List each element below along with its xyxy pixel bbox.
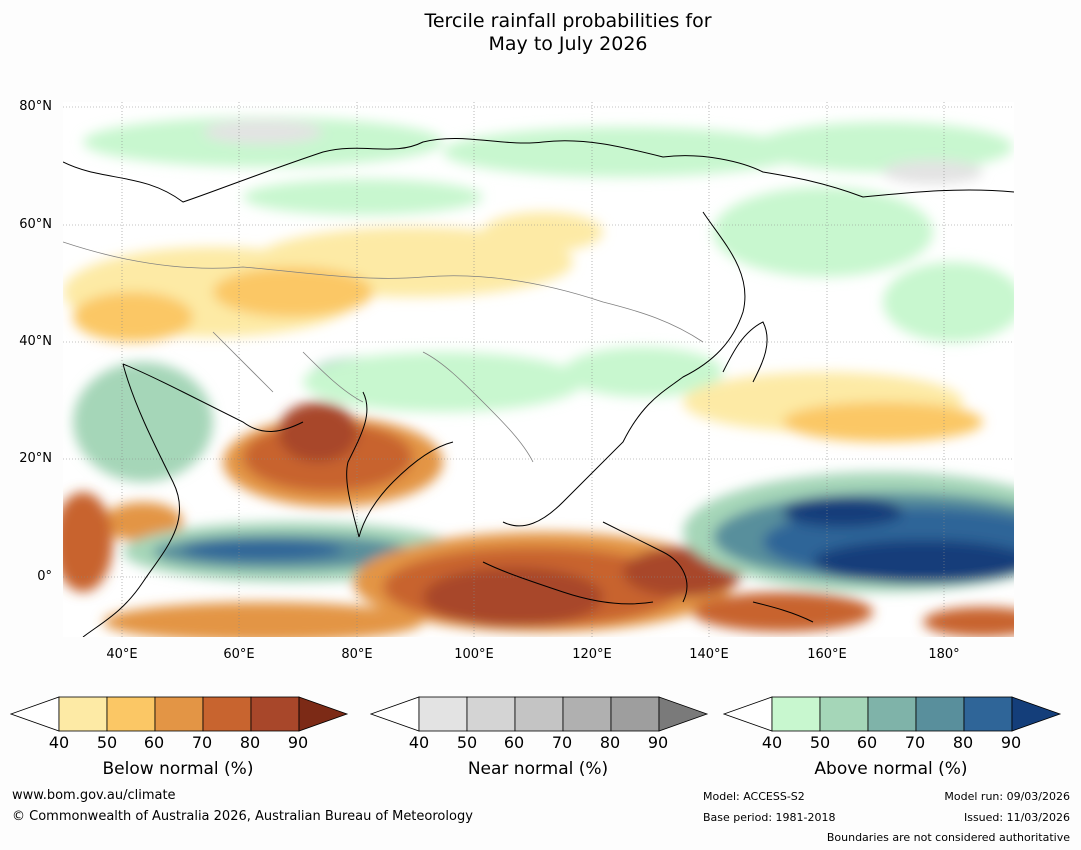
lon-label-60e: 60°E (223, 647, 255, 662)
lon-label-40e: 40°E (106, 647, 138, 662)
near-tick: 70 (551, 733, 573, 752)
near-normal-high-triangle (658, 696, 709, 732)
near-normal-title: Near normal (%) (467, 759, 609, 779)
below-normal-segment (106, 696, 156, 732)
colorbar-below-normal (10, 696, 350, 732)
below-tick: 50 (96, 733, 118, 752)
above-tick: 70 (904, 733, 926, 752)
above-tick: 40 (761, 733, 783, 752)
below-normal-title: Below normal (%) (102, 759, 254, 779)
above-tick: 90 (1000, 733, 1022, 752)
lon-label-80e: 80°E (341, 647, 373, 662)
lon-label-180: 180° (928, 647, 960, 662)
lon-label-160e: 160°E (807, 647, 847, 662)
below-tick: 80 (239, 733, 261, 752)
website-link[interactable]: www.bom.gov.au/climate (12, 788, 176, 803)
lon-label-120e: 120°E (572, 647, 612, 662)
forecast-map (63, 102, 1014, 637)
above-normal-segment (771, 696, 821, 732)
coastlines (63, 137, 1014, 637)
above-normal-segment (963, 696, 1013, 732)
above-normal-segment (819, 696, 869, 732)
base-period: Base period: 1981-2018 (703, 811, 836, 824)
country-borders (63, 241, 704, 463)
above-tick: 80 (952, 733, 974, 752)
above-normal-title: Above normal (%) (814, 759, 968, 779)
below-normal-segment (250, 696, 300, 732)
near-tick: 40 (408, 733, 430, 752)
near-tick: 60 (503, 733, 525, 752)
below-normal-segment (58, 696, 108, 732)
below-tick: 60 (143, 733, 165, 752)
lat-label-60n: 60°N (19, 217, 52, 232)
near-normal-segment (610, 696, 660, 732)
probability-shading (63, 117, 1014, 637)
lat-label-20n: 20°N (19, 451, 52, 466)
lon-label-140e: 140°E (689, 647, 729, 662)
forecast-map-svg (63, 102, 1014, 637)
near-normal-segment (562, 696, 612, 732)
model-run-date: Model run: 09/03/2026 (944, 790, 1070, 803)
below-normal-segment (154, 696, 204, 732)
colorbar-near-normal (370, 696, 710, 732)
below-normal-segment (202, 696, 252, 732)
lon-label-100e: 100°E (454, 647, 494, 662)
grid-lines (63, 102, 1014, 637)
above-normal-low-triangle (723, 696, 773, 732)
title-line-1: Tercile rainfall probabilities for (424, 10, 712, 32)
model-name: Model: ACCESS-S2 (703, 790, 805, 803)
lat-label-80n: 80°N (19, 99, 52, 114)
below-normal-low-triangle (10, 696, 60, 732)
boundaries-disclaimer: Boundaries are not considered authoritat… (826, 831, 1070, 844)
map-title: Tercile rainfall probabilities for May t… (0, 10, 1081, 56)
copyright-text: © Commonwealth of Australia 2026, Austra… (12, 809, 473, 824)
near-tick: 50 (456, 733, 478, 752)
above-tick: 60 (856, 733, 878, 752)
below-tick: 90 (287, 733, 309, 752)
near-normal-segment (418, 696, 468, 732)
below-tick: 40 (48, 733, 70, 752)
near-normal-low-triangle (370, 696, 420, 732)
issued-date: Issued: 11/03/2026 (963, 811, 1070, 824)
above-normal-segment (867, 696, 917, 732)
below-tick: 70 (191, 733, 213, 752)
title-line-2: May to July 2026 (488, 33, 648, 55)
lat-label-0: 0° (37, 569, 52, 584)
above-normal-segment (915, 696, 965, 732)
below-normal-high-triangle (298, 696, 349, 732)
near-tick: 80 (599, 733, 621, 752)
near-tick: 90 (647, 733, 669, 752)
above-normal-high-triangle (1011, 696, 1062, 732)
near-normal-segment (514, 696, 564, 732)
above-tick: 50 (809, 733, 831, 752)
lat-label-40n: 40°N (19, 334, 52, 349)
colorbar-above-normal (723, 696, 1063, 732)
near-normal-segment (466, 696, 516, 732)
